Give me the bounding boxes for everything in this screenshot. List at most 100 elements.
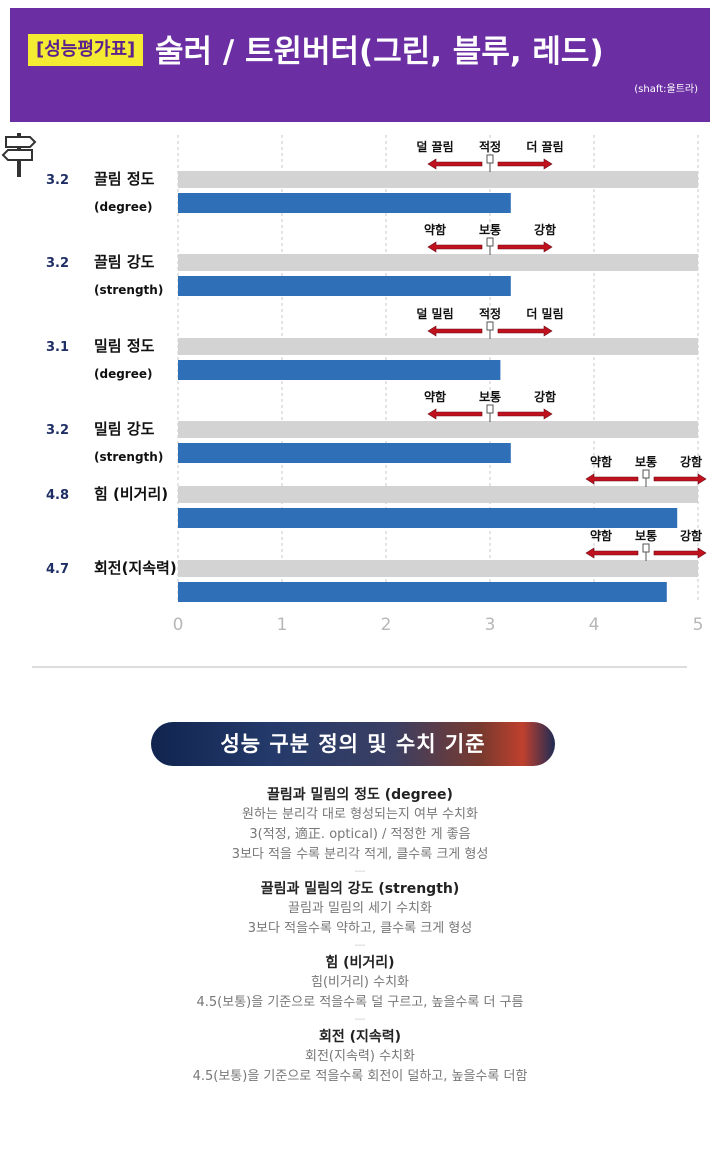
scale-label-low: 덜 밀림: [416, 307, 453, 321]
scale-label-mid: 보통: [479, 389, 501, 404]
x-tick-label: 4: [589, 615, 600, 635]
pin-icon: [486, 321, 494, 339]
scale-label-high: 더 밀림: [526, 306, 563, 321]
pin-icon: [486, 154, 494, 172]
scale-arrow-left: [427, 408, 483, 420]
section-divider: [32, 666, 687, 668]
definition-line: 3보다 적을 수록 분리각 적게, 클수록 크게 형성: [231, 847, 489, 862]
background-bar: [178, 338, 698, 355]
pin-icon: [642, 469, 650, 487]
page-title: 술러 / 트윈버터(그린, 블루, 레드): [155, 34, 604, 70]
score-label: 4.8: [46, 488, 69, 503]
performance-chart: 3.2 끌림 정도 (degree) 3.2 끌림 강도 (strength) 3.1 밀림 …: [1, 133, 707, 635]
scale-arrow-left: [427, 241, 483, 253]
definition-line: 끌림과 밀림의 세기 수치화: [288, 901, 432, 916]
value-bar: [178, 582, 667, 602]
scale-label-high: 강함: [534, 389, 556, 404]
definition-title: 끌림과 밀림의 강도 (strength): [260, 881, 460, 897]
definition-line: 힘(비거리) 수치화: [311, 975, 409, 990]
definition-block: 힘 (비거리) 힘(비거리) 수치화 4.5(보통)을 기준으로 적을수록 덜 …: [0, 953, 720, 1013]
definition-block: 회전 (지속력) 회전(지속력) 수치화 4.5(보통)을 기준으로 적을수록 …: [0, 1027, 720, 1087]
banner-label: 성능 구분 정의 및 수치 기준: [220, 732, 486, 756]
x-tick-label: 0: [173, 615, 184, 635]
scale-arrow-left: [427, 325, 483, 337]
scale-label-low: 약함: [424, 389, 446, 404]
row-label: 끌림 정도: [94, 170, 155, 188]
score-label: 3.1: [46, 340, 69, 355]
shaft-note: (shaft:울트라): [634, 84, 698, 95]
scale-label-mid: 보통: [635, 528, 657, 543]
scale-label-high: 강함: [534, 222, 556, 237]
x-tick-label: 2: [381, 615, 392, 635]
background-bar: [178, 486, 698, 503]
scale-label-high: 강함: [680, 528, 702, 543]
scale-label-mid: 보통: [635, 454, 657, 469]
value-bar: [178, 193, 511, 213]
pin-icon: [486, 404, 494, 422]
value-bar: [178, 508, 678, 528]
row-label: 회전(지속력): [94, 559, 177, 577]
x-tick-label: 5: [693, 615, 704, 635]
scale-label-low: 약함: [424, 222, 446, 237]
score-label: 3.2: [46, 423, 69, 438]
score-label: 4.7: [46, 562, 69, 577]
definition-line: 3(적정, 適正. optical) / 적정한 게 좋음: [249, 827, 471, 842]
definitions-section: 끌림과 밀림의 정도 (degree) 원하는 분리각 대로 형성되는지 여부 …: [0, 783, 720, 1087]
x-tick-label: 3: [485, 615, 496, 635]
row-sublabel: (degree): [94, 367, 152, 381]
definition-title: 끌림과 밀림의 정도 (degree): [267, 787, 453, 803]
pin-icon: [642, 543, 650, 561]
value-bar: [178, 360, 501, 380]
header-banner: [성능평가표] 술러 / 트윈버터(그린, 블루, 레드) (shaft:울트라…: [10, 8, 710, 122]
scale-arrow-right: [497, 325, 553, 337]
scale-label-low: 덜 끌림: [416, 140, 453, 154]
background-bar: [178, 171, 698, 188]
scale-label-high: 더 끌림: [526, 139, 563, 154]
scale-arrow-left: [585, 473, 639, 485]
definition-line: 회전(지속력) 수치화: [305, 1049, 415, 1064]
x-tick-label: 1: [277, 615, 288, 635]
score-label: 3.2: [46, 256, 69, 271]
value-bar: [178, 276, 511, 296]
scale-arrow-right: [497, 158, 553, 170]
definition-block: 끌림과 밀림의 강도 (strength) 끌림과 밀림의 세기 수치화 3보다…: [0, 879, 720, 939]
definition-block: 끌림과 밀림의 정도 (degree) 원하는 분리각 대로 형성되는지 여부 …: [0, 785, 720, 865]
scale-label-mid: 적정: [479, 139, 501, 154]
scale-arrow-left: [427, 158, 483, 170]
row-sublabel: (degree): [94, 200, 152, 214]
definition-line: 3보다 적을수록 약하고, 클수록 크게 형성: [247, 921, 473, 936]
scale-arrow-right: [497, 408, 553, 420]
definition-separator: —: [354, 1012, 366, 1025]
definition-title: 힘 (비거리): [325, 955, 395, 971]
row-label: 힘 (비거리): [94, 485, 168, 503]
scale-label-mid: 보통: [479, 222, 501, 237]
definition-line: 4.5(보통)을 기준으로 적을수록 회전이 덜하고, 높을수록 더함: [192, 1069, 528, 1084]
scale-label-low: 약함: [590, 528, 612, 543]
scale-label-low: 약함: [590, 454, 612, 469]
scale-arrow-right: [653, 473, 707, 485]
signpost-icon: [1, 133, 37, 177]
scale-label-high: 강함: [680, 454, 702, 469]
row-label: 밀림 강도: [94, 420, 155, 438]
definition-line: 4.5(보통)을 기준으로 적을수록 덜 구르고, 높을수록 더 구름: [196, 995, 524, 1010]
scale-arrow-right: [497, 241, 553, 253]
value-bar: [178, 443, 511, 463]
row-sublabel: (strength): [94, 450, 163, 464]
pin-icon: [486, 237, 494, 255]
scale-arrow-left: [585, 547, 639, 559]
definition-line: 원하는 분리각 대로 형성되는지 여부 수치화: [242, 807, 478, 822]
background-bar: [178, 560, 698, 577]
definition-title: 회전 (지속력): [318, 1029, 402, 1045]
row-label: 밀림 정도: [94, 337, 155, 355]
scale-arrow-right: [653, 547, 707, 559]
definition-banner: 성능 구분 정의 및 수치 기준: [151, 722, 555, 766]
definition-separator: —: [354, 864, 366, 877]
header-tag: [성능평가표]: [28, 34, 144, 66]
scale-label-mid: 적정: [479, 306, 501, 321]
definition-separator: —: [354, 938, 366, 951]
background-bar: [178, 421, 698, 438]
row-label: 끌림 강도: [94, 253, 155, 271]
row-sublabel: (strength): [94, 283, 163, 297]
background-bar: [178, 254, 698, 271]
score-label: 3.2: [46, 173, 69, 188]
